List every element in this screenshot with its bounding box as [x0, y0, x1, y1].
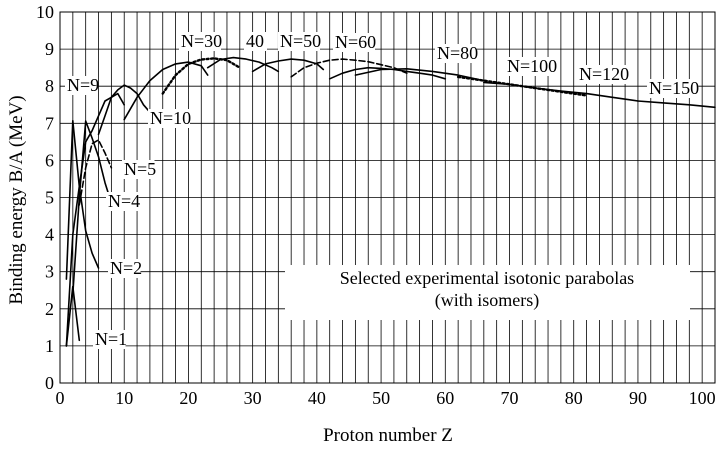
y-tick-label: 7: [45, 113, 54, 133]
series-labels: N=1 N=2 N=4 N=5 N=9 N=10 N=30 40 N=50 N=60 N=80 N=1…: [65, 31, 699, 349]
series-label: N=2: [110, 258, 142, 278]
x-tick-label: 50: [372, 388, 390, 408]
series-label-bg: [577, 65, 629, 84]
y-tick-label: 5: [45, 188, 54, 208]
series-label-bg: [179, 32, 221, 51]
series-label: N=80: [437, 43, 478, 63]
series-label: N=30: [181, 31, 222, 51]
series-label-bg: [148, 109, 190, 128]
series-line-n30: [123, 61, 209, 121]
y-tick-label: 4: [45, 225, 54, 245]
series-line-40: [206, 56, 280, 73]
y-tick-label: 10: [36, 2, 54, 22]
series-label: N=100: [507, 56, 557, 76]
series-label-bg: [122, 160, 155, 179]
y-tick-label: 0: [45, 373, 54, 393]
series-label: N=60: [335, 32, 376, 52]
series-label-bg: [106, 192, 139, 211]
x-axis-title: Proton number Z: [323, 425, 453, 446]
series-label-bg: [505, 57, 557, 76]
x-tick-label: 90: [629, 388, 647, 408]
legend-box: [285, 265, 690, 320]
x-tick-label: 30: [244, 388, 262, 408]
series-label-bg: [647, 79, 699, 98]
y-tick-label: 9: [45, 39, 54, 59]
legend-line-2: (with isomers): [435, 290, 539, 311]
series-label: N=150: [649, 78, 699, 98]
legend-line-1: Selected experimental isotonic parabolas: [340, 268, 634, 288]
x-tick-label: 70: [501, 388, 519, 408]
series-label: N=4: [108, 191, 140, 211]
y-tick-label: 6: [45, 150, 54, 170]
series-label: 40: [246, 31, 264, 51]
series-label-bg: [93, 330, 126, 349]
x-tick-label: 80: [565, 388, 583, 408]
y-tick-label: 1: [45, 336, 54, 356]
y-tick-label: 8: [45, 76, 54, 96]
x-tick-label: 10: [115, 388, 133, 408]
series-label: N=120: [579, 64, 629, 84]
x-tick-label: 40: [308, 388, 326, 408]
series-line-n2: [65, 119, 100, 280]
series-label: N=50: [280, 31, 321, 51]
x-tick-label: 100: [689, 388, 716, 408]
series-line-n80: [354, 68, 485, 82]
series-layer: [65, 56, 716, 347]
series-line-unlabeled: [161, 57, 242, 95]
x-tick-label: 20: [179, 388, 197, 408]
series-line-n120: [482, 81, 639, 102]
series-label: N=5: [124, 159, 156, 179]
x-axis-ticks: 0 10 20 30 40 50 60 70 80 90 100: [56, 388, 716, 408]
series-line-n10: [97, 84, 158, 136]
series-label-bg: [244, 32, 267, 51]
series-line-n60: [290, 58, 408, 78]
y-tick-label: 2: [45, 299, 54, 319]
x-tick-label: 60: [436, 388, 454, 408]
y-axis-ticks: 0 1 2 3 4 5 6 7 8 9 10: [36, 2, 54, 393]
series-label-bg: [435, 44, 477, 63]
series-label-bg: [333, 33, 375, 52]
x-tick-label: 0: [56, 388, 65, 408]
series-line-n9: [65, 92, 125, 347]
series-label: N=9: [67, 75, 99, 95]
y-tick-label: 3: [45, 262, 54, 282]
series-label: N=10: [150, 108, 191, 128]
series-label-bg: [65, 76, 98, 95]
series-label-bg: [278, 32, 320, 51]
series-line-n150: [637, 100, 716, 109]
series-label: N=1: [95, 329, 127, 349]
y-axis-title: Binding energy B/A (MeV): [6, 95, 27, 304]
series-line-n4: [72, 120, 113, 295]
plot-frame: [59, 11, 716, 384]
series-line-n5: [78, 139, 113, 206]
series-label-bg: [108, 259, 141, 278]
